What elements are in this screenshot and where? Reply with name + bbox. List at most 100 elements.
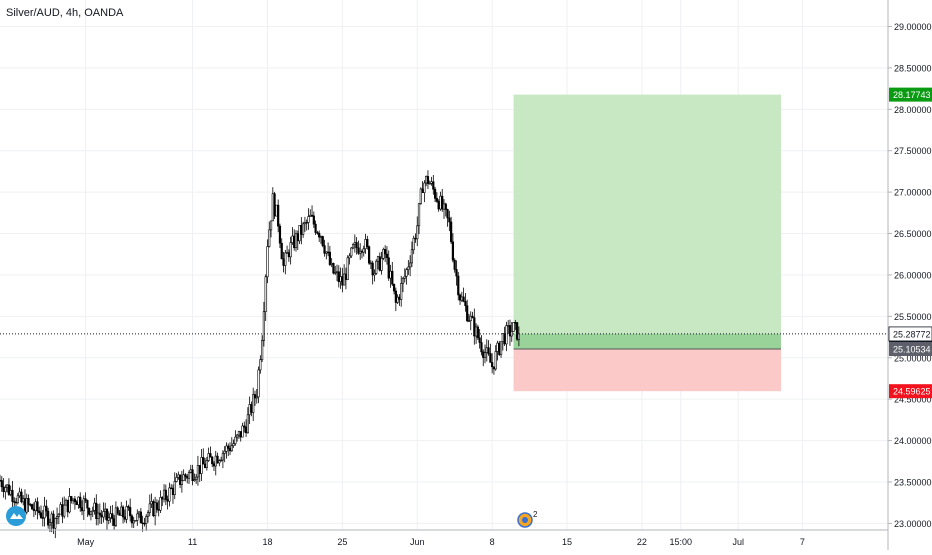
candle-body <box>507 325 510 327</box>
candle-body <box>473 317 476 337</box>
candle-body <box>221 453 224 461</box>
candle-body <box>145 516 148 524</box>
candle-body <box>180 480 183 485</box>
tradingview-logo[interactable] <box>6 506 26 526</box>
candle-body <box>152 501 155 517</box>
candle-body <box>118 512 121 516</box>
candle-body <box>113 518 116 526</box>
candle-body <box>455 269 458 277</box>
candle-body <box>161 497 164 500</box>
candle-body <box>178 474 182 485</box>
candle-body <box>64 499 68 506</box>
candle-body <box>501 333 504 342</box>
candle-body <box>82 498 85 512</box>
candle-body <box>439 195 442 210</box>
entry-price-label-bg <box>889 342 932 357</box>
candle-body <box>444 203 447 210</box>
candle-body <box>236 434 239 438</box>
candle-body <box>482 351 485 358</box>
loss-zone[interactable] <box>513 349 782 392</box>
candle-body <box>285 252 289 254</box>
candle-body <box>223 450 226 454</box>
candle-body <box>32 508 35 512</box>
candle-body <box>261 340 264 360</box>
candle-body <box>512 322 515 332</box>
candle-body <box>48 522 52 526</box>
candle-body <box>79 496 82 509</box>
candle-body <box>346 257 349 280</box>
candle-body <box>266 246 269 278</box>
candle-body <box>39 512 43 518</box>
candle-body <box>200 457 203 474</box>
x-tick-label: Jul <box>732 537 744 547</box>
candle-body <box>191 469 194 482</box>
candle-body <box>129 507 132 517</box>
tradingview-logo-mark <box>10 513 23 519</box>
candle-body <box>318 232 321 238</box>
candle-body <box>287 252 290 258</box>
candle-body <box>70 496 73 502</box>
candle-body <box>237 431 241 436</box>
candle-body <box>357 247 360 254</box>
candle-body <box>193 479 196 482</box>
candle-body <box>298 225 301 242</box>
candle-body <box>202 457 205 465</box>
candle-body <box>269 220 273 231</box>
y-tick-label: 23.50000 <box>894 477 932 487</box>
candle-body <box>36 501 39 512</box>
y-tick-label: 27.00000 <box>894 188 932 198</box>
candle-body <box>432 181 435 190</box>
candle-body <box>203 463 207 468</box>
candle-body <box>337 271 340 283</box>
candle-body <box>451 241 455 261</box>
candle-body <box>227 445 230 449</box>
candle-body <box>268 229 271 247</box>
candle-body <box>100 514 103 518</box>
candle-body <box>134 520 137 522</box>
candle-body <box>30 504 34 510</box>
candle-body <box>198 465 201 474</box>
y-tick-label: 25.00000 <box>894 353 932 363</box>
candle-body <box>105 508 109 521</box>
candle-body <box>405 269 408 277</box>
profit-zone[interactable] <box>513 94 782 350</box>
open-profit-zone <box>513 333 782 350</box>
candle-body <box>435 198 438 202</box>
candle-body <box>16 495 19 504</box>
candle-body <box>335 271 339 273</box>
candle-body <box>252 394 255 413</box>
candle-body <box>209 453 212 458</box>
candle-body <box>255 396 258 399</box>
candle-body <box>148 503 151 513</box>
candle-body <box>220 459 223 462</box>
candle-body <box>464 301 467 307</box>
candle-body <box>159 497 162 511</box>
x-tick-label: May <box>77 537 95 547</box>
x-tick-label: 15 <box>562 537 572 547</box>
long-position-tool[interactable] <box>513 94 782 392</box>
candle-body <box>136 513 139 521</box>
current-price-label-border <box>888 326 932 342</box>
current-price-label-bg <box>889 326 932 341</box>
candle-body <box>419 188 422 204</box>
events-icon[interactable]: 2 <box>517 510 538 528</box>
stop-price-label-bg <box>889 384 932 399</box>
candle-body <box>253 394 257 399</box>
candle-body <box>2 486 5 493</box>
candle-body <box>278 225 282 244</box>
candle-body <box>211 456 214 465</box>
candle-body <box>214 455 217 467</box>
y-tick-label: 25.50000 <box>894 312 932 322</box>
candle-body <box>466 305 469 322</box>
candle-body <box>177 474 180 478</box>
candle-body <box>487 347 490 354</box>
candle-body <box>275 204 278 217</box>
candle-body <box>232 443 235 446</box>
candle-body <box>162 489 166 500</box>
candle-body <box>0 480 3 488</box>
candle-body <box>414 237 417 240</box>
candle-body <box>471 315 474 319</box>
